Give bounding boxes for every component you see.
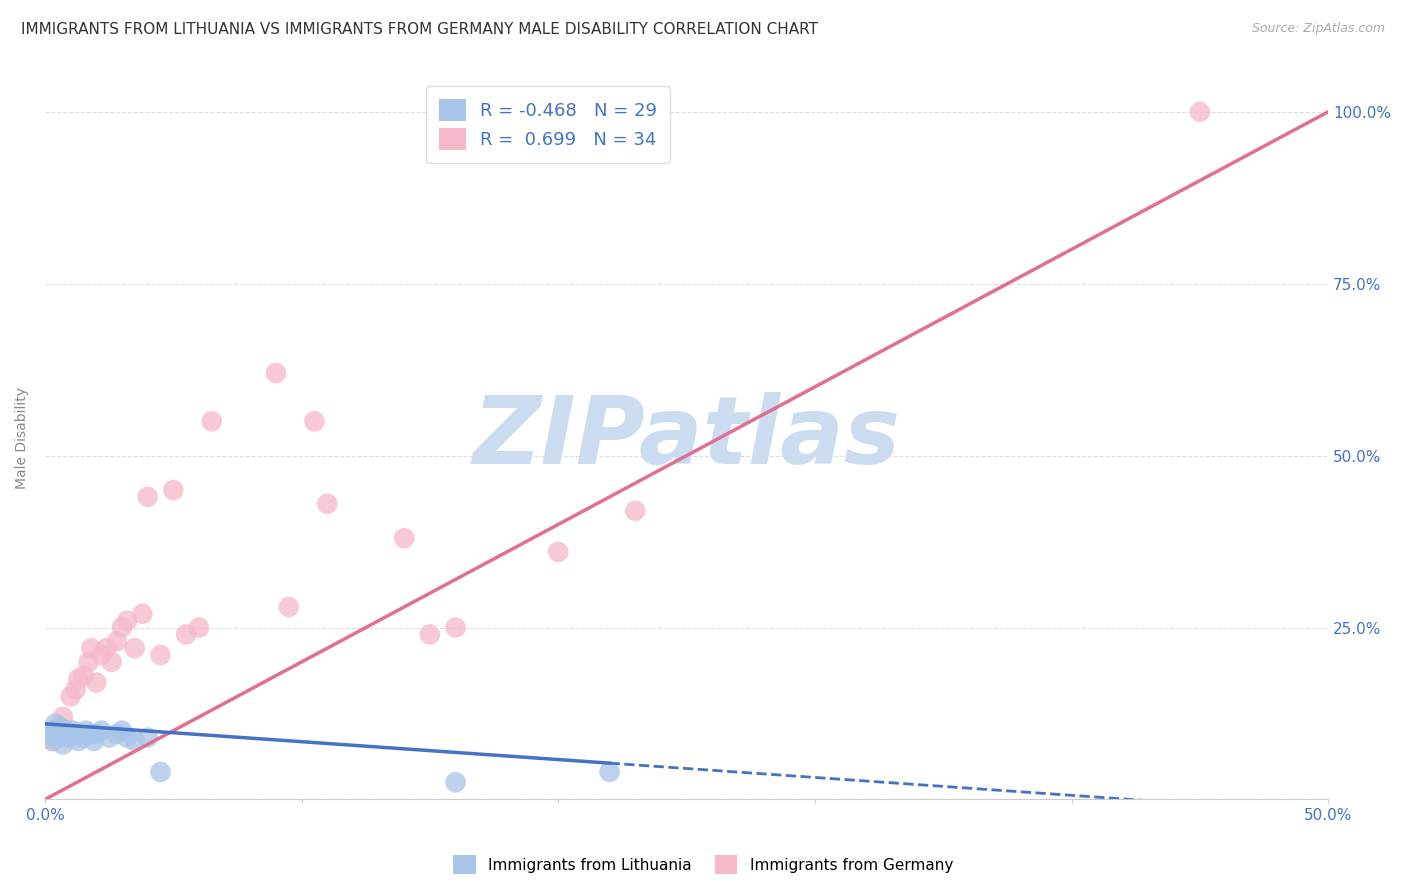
Point [41, 734, 63, 748]
Point [111, 621, 134, 635]
Point [105, 727, 128, 741]
Point [149, 648, 172, 662]
Point [65, 727, 87, 741]
Point [39, 727, 62, 741]
Point [124, 641, 146, 656]
Point [59, 727, 82, 741]
Point [44, 723, 66, 738]
Point [52, 710, 75, 724]
Point [80, 641, 103, 656]
Point [277, 599, 299, 614]
Legend: R = -0.468   N = 29, R =  0.699   N = 34: R = -0.468 N = 29, R = 0.699 N = 34 [426, 87, 669, 163]
Text: IMMIGRANTS FROM LITHUANIA VS IMMIGRANTS FROM GERMANY MALE DISABILITY CORRELATION: IMMIGRANTS FROM LITHUANIA VS IMMIGRANTS … [21, 22, 818, 37]
Point [624, 503, 647, 517]
Point [304, 414, 326, 428]
Point [67, 734, 90, 748]
Point [131, 607, 153, 621]
Point [115, 731, 138, 745]
Point [84, 675, 107, 690]
Point [80, 727, 103, 741]
Point [149, 764, 172, 779]
Point [201, 414, 224, 428]
Text: ZIPatlas: ZIPatlas [472, 392, 901, 484]
Point [264, 366, 287, 380]
Legend: Immigrants from Lithuania, Immigrants from Germany: Immigrants from Lithuania, Immigrants fr… [447, 849, 959, 880]
Point [44, 716, 66, 731]
Text: Source: ZipAtlas.com: Source: ZipAtlas.com [1251, 22, 1385, 36]
Y-axis label: Male Disability: Male Disability [15, 387, 30, 490]
Point [316, 497, 339, 511]
Point [90, 723, 112, 738]
Point [46, 720, 69, 734]
Point [72, 668, 94, 682]
Point [62, 723, 84, 738]
Point [124, 734, 146, 748]
Point [49, 720, 72, 734]
Point [46, 731, 69, 745]
Point [162, 483, 184, 497]
Point [67, 672, 90, 686]
Point [49, 727, 72, 741]
Point [444, 621, 467, 635]
Point [188, 621, 211, 635]
Point [1188, 104, 1211, 119]
Point [55, 723, 77, 738]
Point [115, 614, 138, 628]
Point [100, 655, 122, 669]
Point [599, 764, 621, 779]
Point [41, 734, 63, 748]
Point [98, 731, 121, 745]
Point [75, 723, 97, 738]
Point [84, 727, 107, 741]
Point [419, 627, 441, 641]
Point [111, 723, 134, 738]
Point [72, 731, 94, 745]
Point [90, 648, 112, 662]
Point [136, 731, 159, 745]
Point [59, 690, 82, 704]
Point [52, 738, 75, 752]
Point [394, 531, 416, 545]
Point [547, 545, 569, 559]
Point [77, 655, 100, 669]
Point [96, 641, 118, 656]
Point [83, 734, 105, 748]
Point [174, 627, 197, 641]
Point [105, 634, 128, 648]
Point [444, 775, 467, 789]
Point [56, 731, 79, 745]
Point [136, 490, 159, 504]
Point [65, 682, 87, 697]
